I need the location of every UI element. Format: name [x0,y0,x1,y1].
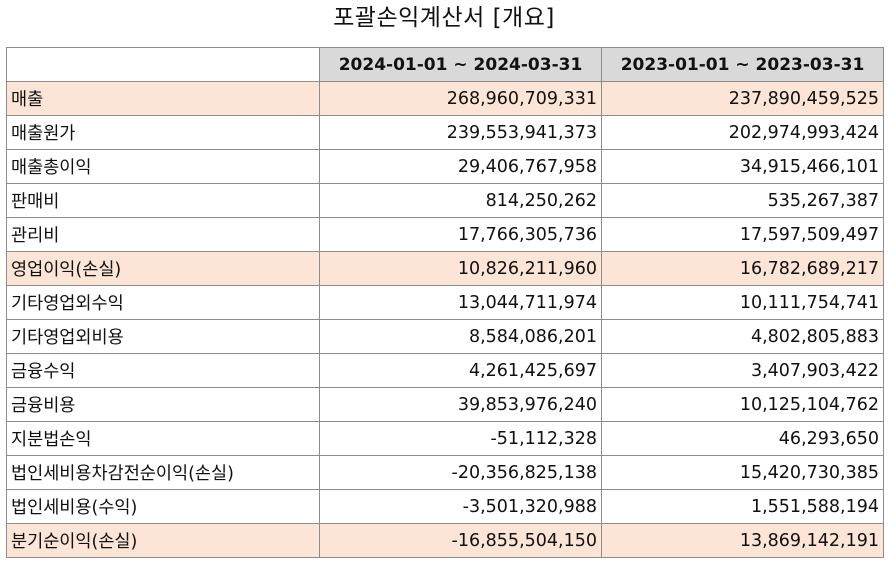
row-label: 매출 [6,81,320,116]
row-label: 지분법손익 [6,421,320,456]
value-2024: 29,406,767,958 [319,149,602,184]
table-row: 매출총이익 29,406,767,958 34,915,466,101 [6,149,884,184]
value-2023: 1,551,588,194 [601,489,884,524]
value-2023: 535,267,387 [601,183,884,218]
value-2023: 34,915,466,101 [601,149,884,184]
value-2023: 3,407,903,422 [601,353,884,388]
value-2024: 8,584,086,201 [319,319,602,354]
table-row: 관리비 17,766,305,736 17,597,509,497 [6,217,884,252]
row-label: 관리비 [6,217,320,252]
value-2023: 4,802,805,883 [601,319,884,354]
table-row: 법인세비용차감전순이익(손실) -20,356,825,138 15,420,730… [6,455,884,490]
table-row: 금융비용 39,853,976,240 10,125,104,762 [6,387,884,422]
header-period-2023: 2023-01-01 ~ 2023-03-31 [601,47,884,82]
value-2024: 10,826,211,960 [319,251,602,286]
value-2024: -16,855,504,150 [319,523,602,558]
value-2024: 268,960,709,331 [319,81,602,116]
row-label: 금융비용 [6,387,320,422]
header-blank-cell [6,47,320,82]
row-label: 기타영업외수익 [6,285,320,320]
table-row: 지분법손익 -51,112,328 46,293,650 [6,421,884,456]
table-body: 매출 268,960,709,331 237,890,459,525 매출원가 239,… [6,81,884,558]
table-row: 분기순이익(손실) -16,855,504,150 13,869,142,191 [6,523,884,558]
row-label: 매출원가 [6,115,320,150]
value-2023: 10,111,754,741 [601,285,884,320]
value-2023: 237,890,459,525 [601,81,884,116]
value-2024: -3,501,320,988 [319,489,602,524]
table-row: 매출원가 239,553,941,373 202,974,993,424 [6,115,884,150]
row-label: 금융수익 [6,353,320,388]
value-2023: 13,869,142,191 [601,523,884,558]
value-2023: 17,597,509,497 [601,217,884,252]
value-2024: 814,250,262 [319,183,602,218]
income-statement-table: 2024-01-01 ~ 2024-03-31 2023-01-01 ~ 202… [6,47,884,558]
value-2024: -51,112,328 [319,421,602,456]
row-label: 판매비 [6,183,320,218]
table-row: 기타영업외비용 8,584,086,201 4,802,805,883 [6,319,884,354]
table-row: 금융수익 4,261,425,697 3,407,903,422 [6,353,884,388]
value-2024: 13,044,711,974 [319,285,602,320]
table-row: 영업이익(손실) 10,826,211,960 16,782,689,217 [6,251,884,286]
value-2023: 15,420,730,385 [601,455,884,490]
row-label: 매출총이익 [6,149,320,184]
row-label: 기타영업외비용 [6,319,320,354]
value-2024: -20,356,825,138 [319,455,602,490]
value-2023: 10,125,104,762 [601,387,884,422]
value-2024: 4,261,425,697 [319,353,602,388]
value-2024: 39,853,976,240 [319,387,602,422]
table-row: 법인세비용(수익) -3,501,320,988 1,551,588,194 [6,489,884,524]
table-row: 판매비 814,250,262 535,267,387 [6,183,884,218]
value-2024: 17,766,305,736 [319,217,602,252]
table-header-row: 2024-01-01 ~ 2024-03-31 2023-01-01 ~ 202… [6,47,884,82]
table-row: 기타영업외수익 13,044,711,974 10,111,754,741 [6,285,884,320]
page-title: 포괄손익계산서 [개요] [333,5,555,31]
row-label: 분기순이익(손실) [6,523,320,558]
header-period-2024: 2024-01-01 ~ 2024-03-31 [319,47,602,82]
value-2024: 239,553,941,373 [319,115,602,150]
row-label: 법인세비용차감전순이익(손실) [6,455,320,490]
table-row: 매출 268,960,709,331 237,890,459,525 [6,81,884,116]
value-2023: 16,782,689,217 [601,251,884,286]
row-label: 영업이익(손실) [6,251,320,286]
value-2023: 202,974,993,424 [601,115,884,150]
value-2023: 46,293,650 [601,421,884,456]
row-label: 법인세비용(수익) [6,489,320,524]
